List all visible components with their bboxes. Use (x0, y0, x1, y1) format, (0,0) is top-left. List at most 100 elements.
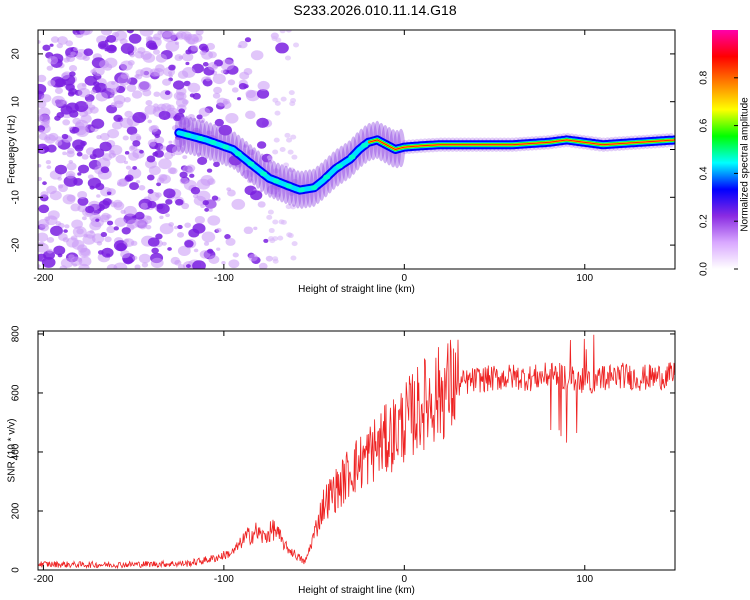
noise-blob (250, 190, 263, 201)
noise-blob (61, 72, 70, 80)
noise-blob (187, 113, 195, 120)
noise-blob (81, 154, 89, 160)
noise-blob (159, 174, 171, 184)
noise-blob (290, 255, 297, 261)
noise-blob (228, 259, 240, 269)
x-tick-label: 100 (576, 273, 593, 284)
noise-blob (185, 49, 192, 55)
y-axis-label: Frequency (Hz) (7, 115, 18, 184)
noise-blob (126, 126, 138, 135)
noise-blob (283, 162, 290, 168)
noise-blob (130, 240, 138, 246)
noise-blob (124, 97, 131, 103)
noise-blob (66, 54, 76, 63)
noise-blob (72, 117, 82, 125)
noise-blob (207, 215, 221, 226)
noise-blob (132, 255, 138, 260)
noise-blob (168, 140, 173, 144)
noise-blob (70, 203, 81, 212)
noise-blob (68, 254, 75, 260)
y-tick-label: 0 (11, 567, 22, 573)
noise-blob (60, 105, 73, 115)
noise-blob (122, 135, 129, 141)
noise-blob (208, 255, 220, 264)
noise-blob (125, 165, 132, 170)
noise-blob (175, 30, 187, 40)
noise-blob (69, 110, 79, 118)
noise-blob (187, 82, 201, 93)
noise-blob (155, 53, 167, 63)
y-tick-label: 800 (11, 325, 22, 342)
noise-blob (87, 177, 102, 189)
noise-blob (77, 196, 89, 206)
noise-blob (152, 49, 160, 55)
ridge-spot (297, 187, 305, 193)
noise-blob (163, 151, 174, 160)
noise-blob (119, 117, 134, 129)
noise-blob (169, 167, 178, 175)
noise-blob (177, 245, 191, 257)
noise-blob (97, 40, 109, 50)
y-tick-label: 600 (11, 384, 22, 401)
noise-blob (208, 208, 213, 212)
noise-blob (148, 165, 161, 176)
noise-blob (148, 125, 158, 133)
y-tick-label: 20 (11, 48, 22, 60)
noise-blob (266, 214, 273, 220)
colorbar-tick-label: 0.2 (699, 214, 710, 228)
noise-blob (71, 219, 83, 229)
noise-blob (120, 60, 133, 71)
y-tick-label: -10 (11, 190, 22, 205)
ridge-spot (272, 178, 280, 184)
y-tick-label: 200 (11, 502, 22, 519)
noise-blob (165, 198, 173, 205)
noise-blob (167, 71, 173, 75)
noise-blob (161, 241, 167, 246)
noise-blob (129, 182, 140, 191)
noise-blob (199, 50, 207, 56)
noise-blob (165, 213, 170, 218)
noise-blob (49, 43, 54, 47)
noise-blob (67, 91, 75, 97)
noise-blob (178, 117, 192, 129)
noise-blob (123, 160, 129, 165)
noise-blob (72, 226, 87, 238)
ridge-spot (335, 163, 343, 169)
noise-blob (279, 30, 286, 34)
noise-blob (45, 159, 52, 165)
noise-blob (161, 103, 172, 112)
noise-blob (172, 80, 185, 90)
noise-blob (46, 236, 55, 243)
noise-blob (192, 223, 206, 234)
noise-blob (120, 43, 135, 54)
noise-blob (63, 229, 68, 233)
noise-blob (65, 170, 76, 179)
noise-blob (99, 132, 110, 141)
noise-blob (159, 215, 164, 220)
noise-blob (150, 257, 164, 269)
noise-blob (273, 168, 280, 174)
noise-blob (48, 132, 59, 141)
noise-blob (277, 235, 284, 241)
noise-blob (42, 181, 47, 186)
noise-blob (204, 207, 210, 212)
noise-blob (124, 174, 134, 182)
noise-blob (106, 220, 114, 226)
noise-blob (181, 52, 194, 62)
x-tick-label: -200 (33, 273, 53, 284)
colorbar-gradient (712, 30, 738, 269)
noise-blob (62, 119, 71, 126)
noise-blob (58, 184, 68, 193)
noise-blob (154, 150, 164, 158)
noise-blob (71, 127, 80, 134)
noise-blob (124, 151, 130, 155)
heatmap-layer (38, 30, 675, 269)
noise-blob (55, 140, 63, 146)
noise-blob (139, 149, 144, 154)
noise-blob (241, 170, 253, 179)
noise-blob (288, 90, 295, 96)
noise-blob (58, 233, 68, 241)
noise-blob (100, 231, 108, 238)
noise-blob (174, 41, 180, 45)
noise-blob (232, 252, 239, 258)
